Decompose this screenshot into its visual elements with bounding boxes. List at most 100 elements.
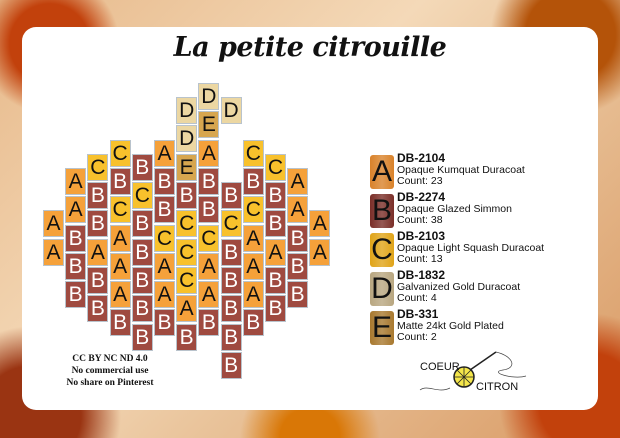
bead-cell-a: A bbox=[198, 139, 220, 167]
bead-cell-a: A bbox=[198, 281, 220, 309]
bead-cell-c: C bbox=[154, 224, 175, 252]
bead-cell-a: A bbox=[109, 252, 131, 280]
bead-cell-b: B bbox=[131, 153, 153, 181]
svg-text:CITRON: CITRON bbox=[476, 381, 518, 393]
bead-cell-b: B bbox=[287, 281, 309, 309]
bead-cell-a: A bbox=[154, 281, 175, 309]
bead-cell-b: B bbox=[109, 309, 131, 337]
bead-cell-b: B bbox=[220, 351, 242, 379]
bead-count: Count: 23 bbox=[397, 175, 443, 187]
license-notice: CC BY NC ND 4.0 No commercial use No sha… bbox=[30, 353, 190, 389]
bead-cell-c: C bbox=[176, 266, 198, 294]
bead-cell-b: B bbox=[65, 224, 87, 252]
bead-cell-b: B bbox=[220, 323, 242, 351]
bead-cell-b: B bbox=[198, 309, 220, 337]
bead-cell-b: B bbox=[265, 266, 286, 294]
bead-cell-a: A bbox=[109, 281, 131, 309]
bead-cell-d: D bbox=[176, 97, 198, 125]
bead-cell-a: A bbox=[87, 238, 109, 266]
bead-cell-b: B bbox=[265, 182, 286, 210]
license-line: CC BY NC ND 4.0 bbox=[72, 354, 148, 364]
bead-cell-c: C bbox=[131, 182, 153, 210]
bead-cell-b: B bbox=[87, 266, 109, 294]
bead-cell-b: B bbox=[87, 295, 109, 323]
bead-cell-c: C bbox=[265, 153, 286, 181]
bead-cell-a: A bbox=[154, 139, 175, 167]
bead-cell-d: D bbox=[220, 97, 242, 125]
bead-swatch: A bbox=[370, 155, 394, 189]
bead-swatch: B bbox=[370, 194, 394, 228]
bead-code: DB-2103 bbox=[397, 229, 446, 243]
bead-code: DB-2274 bbox=[397, 190, 446, 204]
bead-cell-b: B bbox=[65, 281, 87, 309]
bead-cell-b: B bbox=[176, 323, 198, 351]
bead-cell-b: B bbox=[131, 323, 153, 351]
bead-cell-b: B bbox=[220, 266, 242, 294]
bead-cell-c: C bbox=[176, 210, 198, 238]
bead-cell-b: B bbox=[287, 224, 309, 252]
bead-swatch: D bbox=[370, 272, 394, 306]
page-title: La petite citrouille bbox=[173, 32, 447, 63]
bead-cell-b: B bbox=[220, 182, 242, 210]
bead-cell-b: B bbox=[109, 167, 131, 195]
bead-code: DB-2104 bbox=[397, 151, 446, 165]
bead-cell-b: B bbox=[242, 167, 264, 195]
bead-cell-b: B bbox=[176, 182, 198, 210]
bead-cell-b: B bbox=[242, 309, 264, 337]
bead-cell-a: A bbox=[65, 167, 87, 195]
bead-cell-b: B bbox=[87, 210, 109, 238]
bead-cell-b: B bbox=[65, 252, 87, 280]
bead-cell-a: A bbox=[154, 252, 175, 280]
bead-cell-a: A bbox=[309, 210, 331, 238]
bead-cell-d: D bbox=[176, 125, 198, 153]
bead-cell-c: C bbox=[242, 139, 264, 167]
bead-cell-b: B bbox=[131, 210, 153, 238]
bead-cell-b: B bbox=[220, 295, 242, 323]
bead-cell-a: A bbox=[242, 281, 264, 309]
bead-count: Count: 38 bbox=[397, 214, 443, 226]
bead-cell-b: B bbox=[154, 167, 175, 195]
bead-cell-b: B bbox=[220, 238, 242, 266]
bead-count: Count: 13 bbox=[397, 253, 443, 265]
bead-cell-a: A bbox=[265, 238, 286, 266]
bead-cell-c: C bbox=[87, 153, 109, 181]
bead-cell-e: E bbox=[198, 111, 220, 139]
bead-cell-a: A bbox=[43, 210, 64, 238]
bead-cell-e: E bbox=[176, 153, 198, 181]
bead-cell-a: A bbox=[43, 238, 64, 266]
bead-cell-c: C bbox=[176, 238, 198, 266]
bead-cell-c: C bbox=[198, 224, 220, 252]
bead-cell-a: A bbox=[65, 196, 87, 224]
license-line: No commercial use bbox=[71, 366, 149, 376]
bead-count: Count: 2 bbox=[397, 331, 437, 343]
bead-name: Opaque Glazed Simmon bbox=[397, 203, 512, 215]
bead-cell-c: C bbox=[109, 196, 131, 224]
svg-text:COEUR: COEUR bbox=[420, 361, 460, 373]
bead-cell-b: B bbox=[198, 196, 220, 224]
bead-cell-a: A bbox=[309, 238, 331, 266]
bead-name: Matte 24kt Gold Plated bbox=[397, 320, 504, 332]
bead-cell-b: B bbox=[265, 210, 286, 238]
bead-cell-a: A bbox=[109, 224, 131, 252]
bead-cell-a: A bbox=[287, 167, 309, 195]
bead-cell-c: C bbox=[220, 210, 242, 238]
bead-name: Galvanized Gold Duracoat bbox=[397, 281, 521, 293]
coeur-citron-logo: COEUR CITRON bbox=[418, 350, 530, 398]
bead-cell-b: B bbox=[87, 182, 109, 210]
bead-cell-d: D bbox=[198, 83, 220, 110]
bead-cell-b: B bbox=[265, 295, 286, 323]
bead-code: DB-331 bbox=[397, 307, 439, 321]
bead-cell-b: B bbox=[154, 196, 175, 224]
bead-cell-b: B bbox=[154, 309, 175, 337]
bead-cell-b: B bbox=[287, 252, 309, 280]
bead-cell-b: B bbox=[131, 238, 153, 266]
bead-cell-b: B bbox=[131, 266, 153, 294]
license-line: No share on Pinterest bbox=[66, 378, 154, 388]
bead-cell-c: C bbox=[242, 196, 264, 224]
bead-cell-c: C bbox=[109, 139, 131, 167]
bead-cell-a: A bbox=[176, 295, 198, 323]
bead-cell-a: A bbox=[198, 252, 220, 280]
bead-name: Opaque Light Squash Duracoat bbox=[397, 242, 545, 254]
bead-code: DB-1832 bbox=[397, 268, 446, 282]
lemon-needle-icon: COEUR CITRON bbox=[419, 351, 527, 393]
